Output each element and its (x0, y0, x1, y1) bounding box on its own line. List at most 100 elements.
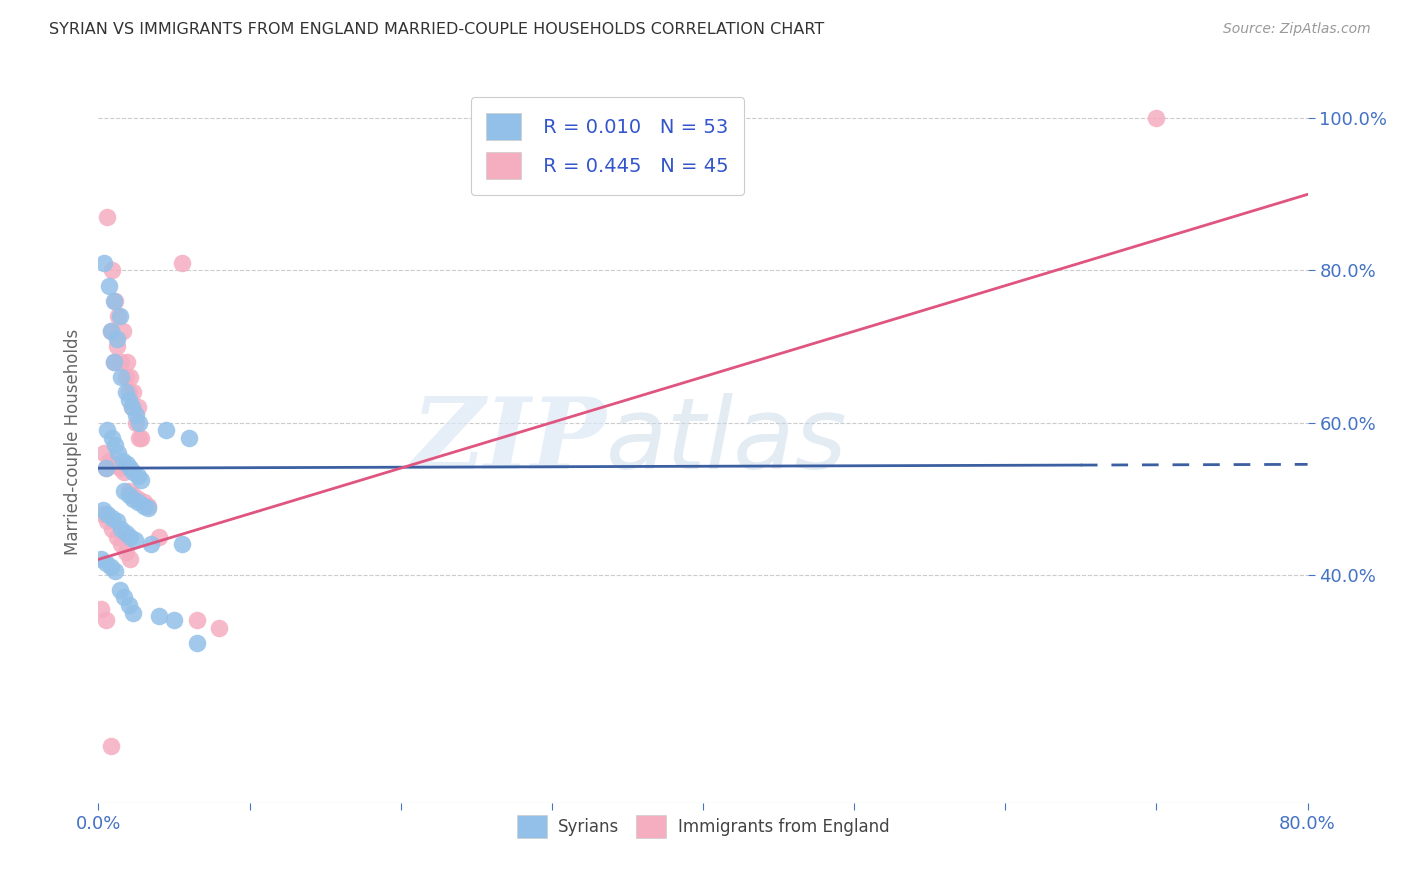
Point (100, 560, 122, 574)
Point (108, 461, 131, 475)
Point (163, 613, 186, 627)
Point (98, 453, 121, 467)
Point (108, 582, 131, 597)
Point (100, 739, 122, 753)
Point (122, 488, 145, 502)
Point (115, 458, 138, 472)
Point (103, 354, 125, 368)
Point (112, 465, 135, 479)
Point (115, 354, 138, 368)
Point (103, 458, 125, 472)
Point (105, 515, 128, 529)
Point (170, 256, 193, 270)
Point (122, 465, 145, 479)
Point (122, 491, 145, 506)
Point (100, 324, 122, 338)
Point (118, 488, 141, 502)
Point (101, 510, 124, 524)
Point (118, 385, 141, 400)
Point (125, 408, 148, 422)
Text: SYRIAN VS IMMIGRANTS FROM ENGLAND MARRIED-COUPLE HOUSEHOLDS CORRELATION CHART: SYRIAN VS IMMIGRANTS FROM ENGLAND MARRIE… (49, 22, 824, 37)
Point (90, 552, 112, 566)
Point (121, 401, 143, 415)
Point (107, 309, 129, 323)
Point (93, 446, 115, 460)
Point (128, 431, 150, 445)
Point (98, 278, 121, 293)
Y-axis label: Married-couple Households: Married-couple Households (65, 328, 83, 555)
Text: Source: ZipAtlas.com: Source: ZipAtlas.com (1223, 22, 1371, 37)
Point (128, 416, 150, 430)
Point (110, 537, 132, 551)
Point (114, 370, 136, 384)
Point (101, 522, 124, 536)
Point (112, 483, 135, 498)
Point (127, 491, 149, 506)
Point (94, 461, 117, 475)
Point (127, 468, 149, 483)
Point (118, 483, 141, 498)
Point (125, 416, 148, 430)
Point (94, 461, 117, 475)
Point (120, 370, 142, 384)
Point (105, 530, 128, 544)
Point (112, 591, 135, 605)
Point (122, 385, 145, 400)
Point (127, 495, 149, 509)
Point (132, 495, 155, 509)
Point (111, 453, 134, 467)
Point (96, 507, 118, 521)
Point (129, 473, 152, 487)
Legend: Syrians, Immigrants from England: Syrians, Immigrants from England (510, 808, 896, 845)
Point (108, 309, 131, 323)
Point (114, 545, 136, 559)
Point (1146, 112, 1168, 126)
Point (186, 613, 208, 627)
Point (132, 499, 155, 513)
Point (94, 613, 117, 627)
Point (91, 503, 114, 517)
Point (155, 423, 177, 437)
Point (129, 431, 152, 445)
Point (148, 530, 170, 544)
Point (103, 293, 125, 308)
Point (91, 507, 114, 521)
Point (110, 354, 132, 368)
Point (148, 609, 170, 624)
Point (104, 438, 127, 452)
Point (114, 385, 136, 400)
Point (208, 621, 231, 635)
Point (101, 263, 124, 277)
Point (136, 500, 159, 515)
Point (111, 324, 134, 338)
Point (104, 564, 127, 578)
Point (114, 525, 136, 540)
Point (101, 431, 124, 445)
Point (96, 515, 118, 529)
Point (105, 332, 128, 346)
Point (96, 423, 118, 437)
Point (122, 606, 145, 620)
Point (107, 446, 129, 460)
Point (120, 461, 142, 475)
Point (170, 537, 193, 551)
Point (118, 598, 141, 612)
Point (104, 293, 127, 308)
Point (118, 392, 141, 407)
Point (110, 522, 132, 536)
Point (100, 324, 122, 338)
Point (93, 256, 115, 270)
Point (186, 636, 208, 650)
Point (105, 339, 128, 353)
Point (141, 537, 163, 551)
Point (110, 370, 132, 384)
Point (120, 530, 142, 544)
Point (90, 602, 112, 616)
Text: ZIP: ZIP (412, 393, 606, 490)
Text: atlas: atlas (606, 393, 848, 490)
Point (179, 431, 201, 445)
Point (94, 556, 117, 570)
Point (136, 499, 159, 513)
Point (124, 533, 146, 548)
Point (96, 210, 118, 224)
